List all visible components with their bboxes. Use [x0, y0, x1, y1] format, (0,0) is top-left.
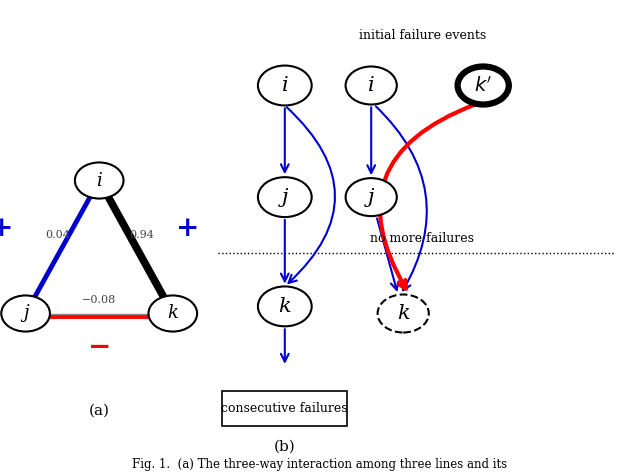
Text: j: j [23, 304, 28, 323]
Circle shape [258, 177, 312, 217]
Text: (b): (b) [274, 439, 296, 454]
Text: −0.08: −0.08 [82, 295, 116, 305]
Circle shape [1, 295, 50, 332]
Circle shape [346, 66, 397, 104]
Text: k: k [397, 304, 410, 323]
Text: no more failures: no more failures [371, 232, 474, 245]
Text: $k'$: $k'$ [474, 76, 492, 95]
Text: Fig. 1.  (a) The three-way interaction among three lines and its: Fig. 1. (a) The three-way interaction am… [132, 458, 508, 471]
Text: (a): (a) [89, 404, 109, 418]
Circle shape [258, 286, 312, 326]
Text: 0.94: 0.94 [130, 230, 154, 240]
Text: +: + [0, 215, 13, 241]
Text: −: − [88, 334, 111, 361]
Text: i: i [282, 76, 288, 95]
Text: k: k [278, 297, 291, 316]
Circle shape [458, 66, 509, 104]
Text: +: + [176, 215, 199, 241]
Circle shape [148, 295, 197, 332]
Text: 0.04: 0.04 [45, 230, 70, 240]
Circle shape [258, 66, 312, 105]
Text: i: i [368, 76, 374, 95]
Text: consecutive failures: consecutive failures [221, 402, 348, 415]
Circle shape [75, 162, 124, 199]
Text: j: j [282, 188, 288, 207]
Circle shape [378, 294, 429, 332]
Text: initial failure events: initial failure events [359, 29, 486, 42]
Bar [223, 391, 347, 426]
Text: i: i [97, 171, 102, 190]
Text: k: k [168, 304, 178, 323]
Text: j: j [368, 188, 374, 207]
Circle shape [346, 178, 397, 216]
